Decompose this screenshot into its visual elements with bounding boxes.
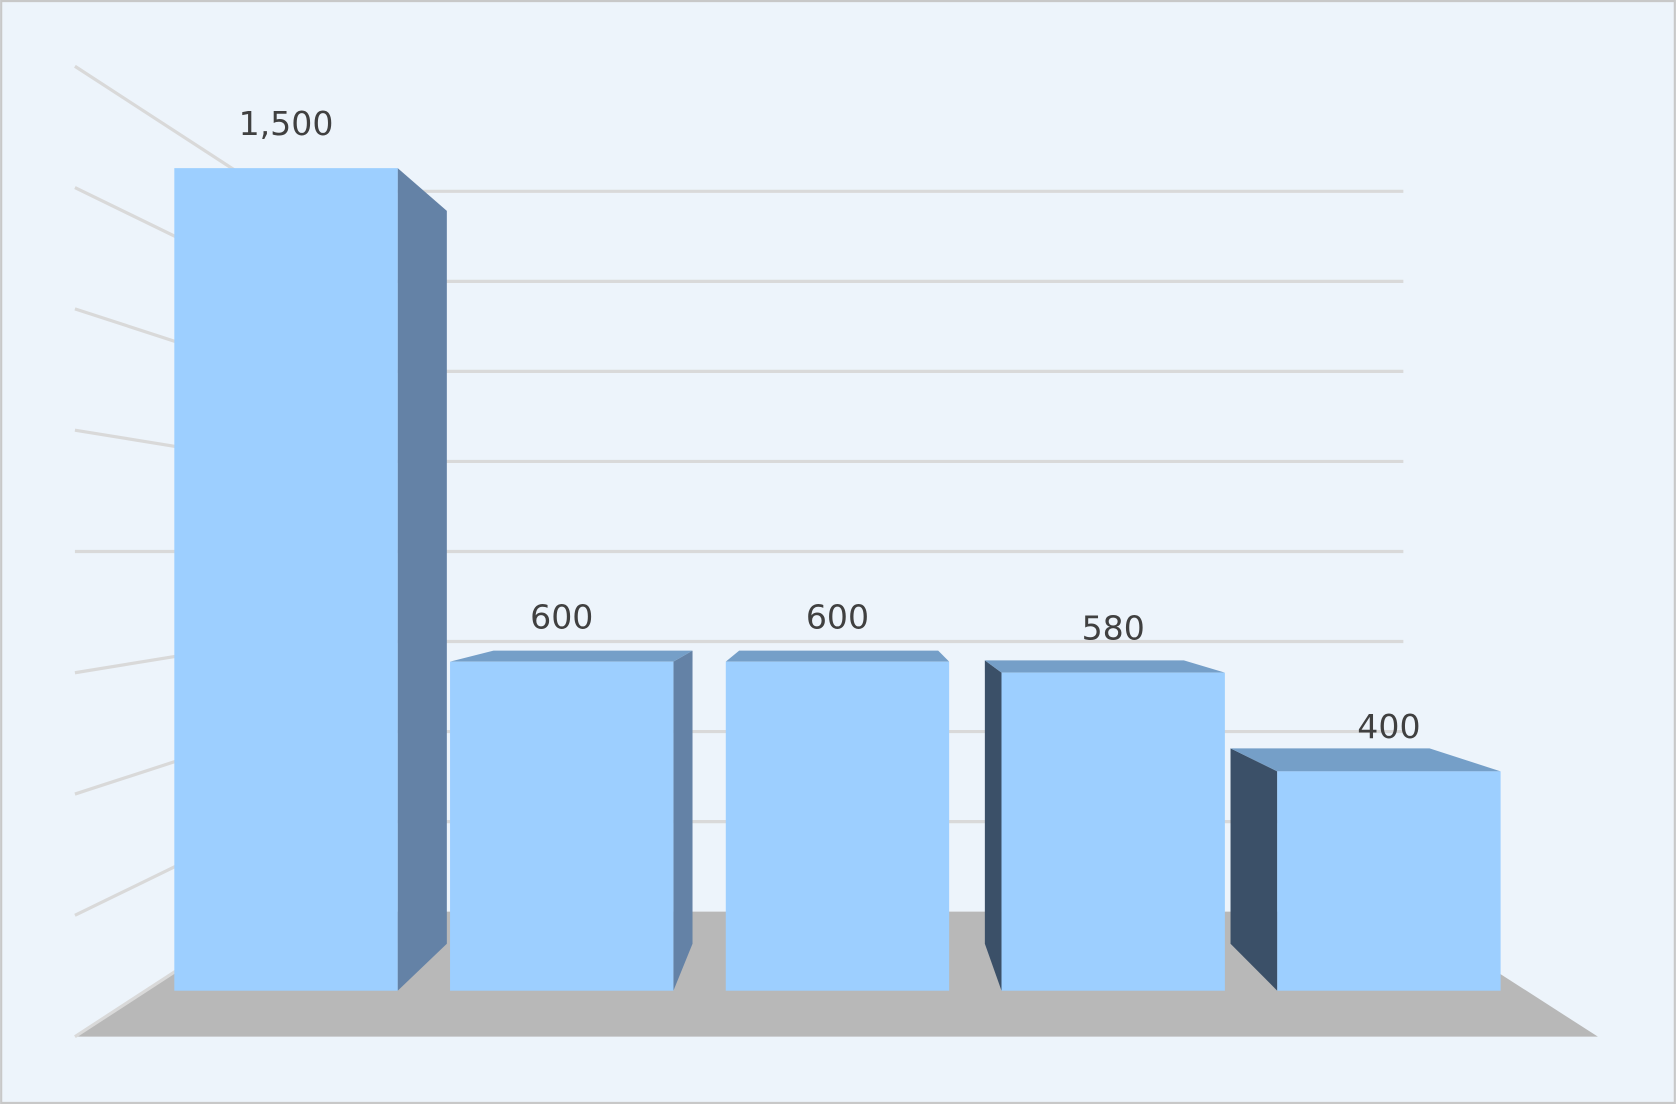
- bar-top: [450, 650, 693, 662]
- data-label: 600: [530, 597, 593, 636]
- data-label: 400: [1357, 707, 1420, 746]
- bar: [725, 661, 950, 991]
- bar-top: [1230, 748, 1501, 772]
- bar: [1277, 771, 1501, 991]
- data-label: 580: [1082, 608, 1145, 647]
- bar: [174, 168, 398, 991]
- bar-side: [984, 660, 1002, 991]
- data-label: 1,500: [239, 104, 334, 143]
- bar-side: [1230, 748, 1278, 991]
- bar-top: [984, 660, 1225, 673]
- bar-side: [673, 650, 693, 991]
- bar-top: [725, 650, 950, 662]
- bar-side: [397, 168, 447, 991]
- bar: [450, 661, 674, 991]
- bar: [1001, 672, 1225, 991]
- data-label: 600: [806, 597, 869, 636]
